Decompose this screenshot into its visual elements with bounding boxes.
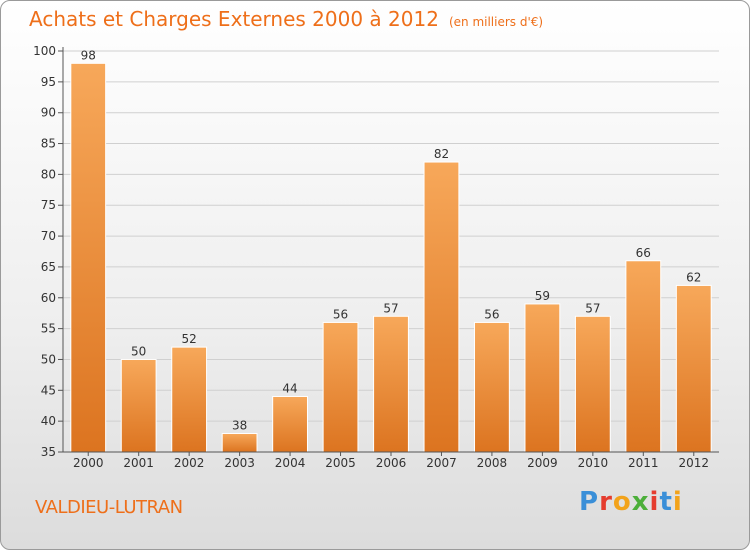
bar-value-label: 57: [585, 301, 600, 315]
logo-letter: x: [631, 487, 650, 517]
proxiti-logo: Proxiti: [579, 487, 683, 517]
bar-value-label: 52: [182, 332, 197, 346]
bar: [221, 432, 258, 453]
y-tick-label: 75: [41, 198, 56, 212]
x-tick-label: 2007: [426, 456, 457, 470]
y-tick-label: 85: [41, 137, 56, 151]
bar-value-label: 50: [131, 344, 146, 358]
bar: [524, 303, 561, 453]
x-tick-label: 2005: [325, 456, 356, 470]
y-tick-label: 40: [41, 414, 56, 428]
x-tick-label: 2006: [376, 456, 407, 470]
bar: [70, 62, 107, 453]
bar: [322, 321, 359, 453]
x-tick-label: 2011: [628, 456, 659, 470]
bar: [474, 321, 510, 453]
logo-letter: i: [649, 487, 660, 517]
x-tick-label: 2002: [174, 456, 205, 470]
y-tick-label: 50: [41, 352, 56, 366]
bar-value-label: 62: [686, 270, 701, 284]
chart-title-text: Achats et Charges Externes 2000 à 2012: [29, 7, 439, 31]
y-tick-label: 100: [33, 44, 56, 58]
commune-name: VALDIEU-LUTRAN: [35, 497, 183, 518]
axes: [58, 47, 719, 456]
x-tick-label: 2003: [224, 456, 255, 470]
chart-title: Achats et Charges Externes 2000 à 2012 (e…: [29, 7, 543, 31]
logo-letter: t: [659, 487, 673, 517]
bar-value-label: 56: [333, 307, 348, 321]
x-tick-label: 2008: [477, 456, 508, 470]
x-tick-label: 2001: [123, 456, 154, 470]
chart-unit: (en milliers d'€): [448, 15, 544, 29]
bar-value-label: 44: [282, 381, 297, 395]
bar-value-label: 56: [484, 307, 499, 321]
logo-letter: P: [579, 487, 600, 517]
labels: 35 40 45 50 55 60 65 70 75 80 85 90 95 100 98 2000 50 200…: [33, 44, 709, 470]
bar-value-label: 57: [383, 301, 398, 315]
x-tick-label: 2009: [527, 456, 558, 470]
y-tick-label: 90: [41, 106, 56, 120]
x-tick-label: 2012: [678, 456, 709, 470]
bar: [675, 284, 712, 453]
x-tick-label: 2010: [578, 456, 609, 470]
y-tick-label: 80: [41, 167, 56, 181]
logo-letter: r: [599, 487, 613, 517]
logo-letter: i: [672, 487, 683, 517]
y-tick-label: 60: [41, 291, 56, 305]
bar-value-label: 59: [535, 289, 550, 303]
y-tick-label: 55: [41, 322, 56, 336]
y-tick-label: 45: [41, 383, 56, 397]
y-tick-label: 35: [41, 445, 56, 459]
bar-value-label: 66: [636, 246, 651, 260]
logo-letter: o: [612, 487, 632, 517]
y-tick-label: 65: [41, 260, 56, 274]
bar: [574, 315, 611, 453]
bar: [171, 346, 208, 453]
bar-value-label: 98: [81, 48, 96, 62]
bar: [373, 315, 409, 453]
y-tick-label: 70: [41, 229, 56, 243]
x-tick-label: 2000: [73, 456, 104, 470]
bar: [272, 395, 308, 453]
bar-value-label: 38: [232, 418, 247, 432]
bar: [423, 161, 460, 453]
bar-value-label: 82: [434, 147, 449, 161]
bar: [625, 260, 662, 453]
bars: [70, 62, 712, 453]
x-tick-label: 2004: [275, 456, 306, 470]
bar: [120, 358, 157, 453]
y-tick-label: 95: [41, 75, 56, 89]
